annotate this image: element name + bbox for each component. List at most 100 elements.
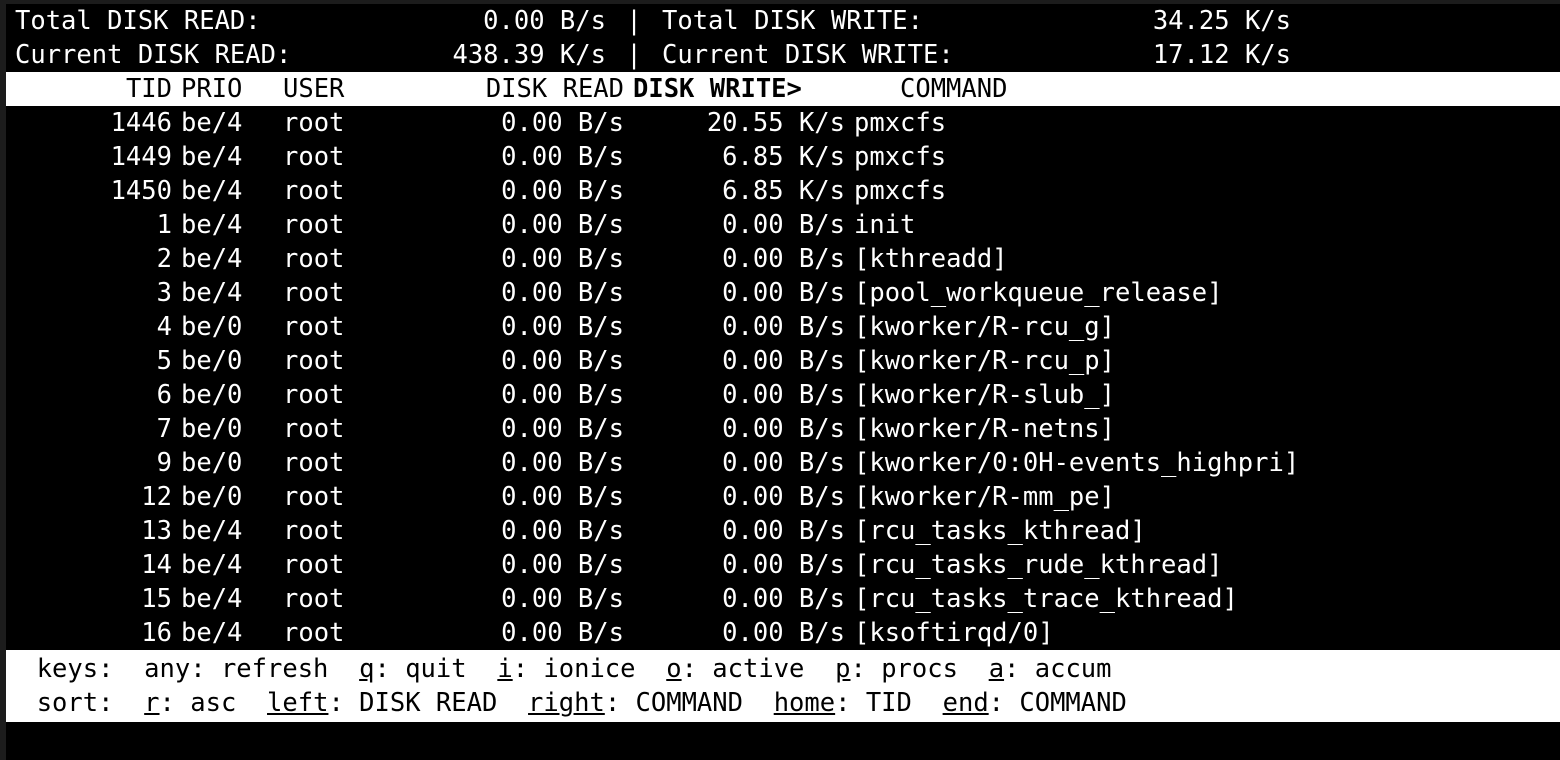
table-row[interactable]: 1450 be/4 root 0.00 B/s 6.85 K/s pmxcfs <box>6 174 1560 208</box>
current-disk-write-value: 17.12 K/s <box>1152 40 1291 70</box>
cell-command: [kworker/R-mm_pe] <box>854 482 1115 512</box>
cell-prio: be/0 <box>181 346 243 376</box>
io-summary-header: Total DISK READ: 0.00 B/s | Total DISK W… <box>6 4 1560 72</box>
help-sort-binding-home: home <box>773 688 836 718</box>
cell-disk-write: 0.00 B/s <box>722 618 845 648</box>
help-key-procs[interactable]: p: procs <box>835 654 958 684</box>
cell-tid: 4 <box>156 312 172 342</box>
help-sort-right[interactable]: right: COMMAND <box>528 688 743 718</box>
help-keys-label: keys: <box>6 654 145 684</box>
table-row[interactable]: 16 be/4 root 0.00 B/s 0.00 B/s [ksoftirqd/0] <box>6 616 1560 650</box>
help-sort-label: sort: <box>6 688 145 718</box>
help-sort-value-home: : TID <box>835 688 912 718</box>
total-disk-write-value: 34.25 K/s <box>1152 6 1291 36</box>
table-row[interactable]: 13 be/4 root 0.00 B/s 0.00 B/s [rcu_tasks_kth… <box>6 514 1560 548</box>
process-list[interactable]: 1446 be/4 root 0.00 B/s 20.55 K/s pmxcfs 1449 b… <box>6 106 1560 650</box>
kernel-warning-message: CONFIG_TASK_DELAY_ACCT and kernel.task_d… <box>6 722 1560 758</box>
cell-disk-read: 0.00 B/s <box>501 448 624 478</box>
cell-command: [rcu_tasks_rude_kthread] <box>854 550 1223 580</box>
summary-separator: | <box>626 6 642 36</box>
cell-user: root <box>283 210 345 240</box>
column-header-prio[interactable]: PRIO <box>181 74 243 104</box>
table-row[interactable]: 1449 be/4 root 0.00 B/s 6.85 K/s pmxcfs <box>6 140 1560 174</box>
cell-command: [ksoftirqd/0] <box>854 618 1054 648</box>
total-disk-write-label: Total DISK WRITE: <box>662 6 923 36</box>
cell-disk-read: 0.00 B/s <box>501 618 624 648</box>
cell-disk-read: 0.00 B/s <box>501 346 624 376</box>
cell-disk-read: 0.00 B/s <box>501 482 624 512</box>
help-key-action-ionice: : ionice <box>512 654 636 684</box>
column-header-disk-read[interactable]: DISK READ <box>485 74 624 104</box>
cell-command: init <box>854 210 916 240</box>
table-row[interactable]: 5 be/0 root 0.00 B/s 0.00 B/s [kworker/R-rcu_… <box>6 344 1560 378</box>
cell-user: root <box>283 584 345 614</box>
cell-tid: 15 <box>141 584 172 614</box>
help-key-gap <box>804 654 835 684</box>
help-sort-r[interactable]: r: asc <box>144 688 236 718</box>
cell-disk-write: 0.00 B/s <box>722 550 845 580</box>
help-key-accum[interactable]: a: accum <box>989 654 1112 684</box>
summary-row-current: Current DISK READ: 438.39 K/s | Current … <box>6 38 1560 72</box>
cell-disk-read: 0.00 B/s <box>501 550 624 580</box>
cell-disk-read: 0.00 B/s <box>501 142 624 172</box>
table-row[interactable]: 15 be/4 root 0.00 B/s 0.00 B/s [rcu_tasks_tra… <box>6 582 1560 616</box>
help-key-active[interactable]: o: active <box>666 654 804 684</box>
table-row[interactable]: 2 be/4 root 0.00 B/s 0.00 B/s [kthreadd] <box>6 242 1560 276</box>
cell-user: root <box>283 448 345 478</box>
table-row[interactable]: 1 be/4 root 0.00 B/s 0.00 B/s init <box>6 208 1560 242</box>
cell-command: [kworker/0:0H-events_highpri] <box>854 448 1300 478</box>
cell-tid: 5 <box>156 346 172 376</box>
cell-prio: be/4 <box>181 278 243 308</box>
table-row[interactable]: 7 be/0 root 0.00 B/s 0.00 B/s [kworker/R-netn… <box>6 412 1560 446</box>
cell-disk-write: 0.00 B/s <box>722 482 845 512</box>
cell-disk-read: 0.00 B/s <box>501 244 624 274</box>
table-row[interactable]: 4 be/0 root 0.00 B/s 0.00 B/s [kworker/R-rcu_… <box>6 310 1560 344</box>
cell-user: root <box>283 244 345 274</box>
cell-tid: 7 <box>156 414 172 444</box>
terminal-screen[interactable]: Total DISK READ: 0.00 B/s | Total DISK W… <box>6 4 1560 760</box>
help-sort-gap <box>497 688 528 718</box>
cell-command: [kworker/R-netns] <box>854 414 1115 444</box>
table-row[interactable]: 6 be/0 root 0.00 B/s 0.00 B/s [kworker/R-slub… <box>6 378 1560 412</box>
help-sort-end[interactable]: end: COMMAND <box>943 688 1127 718</box>
cell-disk-read: 0.00 B/s <box>501 108 624 138</box>
help-footer: keys: any: refresh q: quit i: ionice o: … <box>6 650 1560 722</box>
cell-prio: be/4 <box>181 176 243 206</box>
help-sort-value-r: : asc <box>159 688 237 718</box>
help-key-quit[interactable]: q: quit <box>359 654 466 684</box>
column-header-tid[interactable]: TID <box>125 74 172 104</box>
cell-disk-read: 0.00 B/s <box>501 176 624 206</box>
cell-tid: 16 <box>141 618 172 648</box>
table-row[interactable]: 1446 be/4 root 0.00 B/s 20.55 K/s pmxcfs <box>6 106 1560 140</box>
help-key-binding-refresh: any <box>144 654 191 684</box>
table-row[interactable]: 14 be/4 root 0.00 B/s 0.00 B/s [rcu_tasks_rud… <box>6 548 1560 582</box>
column-header-user[interactable]: USER <box>283 74 345 104</box>
column-header-command[interactable]: COMMAND <box>900 74 1008 104</box>
help-key-refresh[interactable]: any: refresh <box>144 654 328 684</box>
help-sort-home[interactable]: home: TID <box>774 688 912 718</box>
help-sort-left[interactable]: left: DISK READ <box>267 688 497 718</box>
cell-tid: 6 <box>156 380 172 410</box>
cell-disk-write: 0.00 B/s <box>722 210 845 240</box>
cell-command: [kthreadd] <box>854 244 1008 274</box>
help-sort-line: sort: r: asc left: DISK READ right: COMM… <box>6 686 1560 720</box>
table-row[interactable]: 9 be/0 root 0.00 B/s 0.00 B/s [kworker/0:0H-e… <box>6 446 1560 480</box>
help-sort-gap <box>236 688 267 718</box>
cell-user: root <box>283 516 345 546</box>
cell-command: [kworker/R-rcu_p] <box>854 346 1115 376</box>
cell-tid: 12 <box>141 482 172 512</box>
cell-disk-write: 0.00 B/s <box>722 346 845 376</box>
table-row[interactable]: 3 be/4 root 0.00 B/s 0.00 B/s [pool_workqueue… <box>6 276 1560 310</box>
cell-user: root <box>283 380 345 410</box>
cell-user: root <box>283 312 345 342</box>
cell-user: root <box>283 108 345 138</box>
help-key-action-quit: : quit <box>374 654 467 684</box>
column-header-disk-write[interactable]: DISK WRITE> <box>633 74 802 104</box>
cell-disk-read: 0.00 B/s <box>501 516 624 546</box>
cell-disk-read: 0.00 B/s <box>501 312 624 342</box>
cell-tid: 13 <box>141 516 172 546</box>
help-key-ionice[interactable]: i: ionice <box>497 654 635 684</box>
cell-prio: be/0 <box>181 312 243 342</box>
table-row[interactable]: 12 be/0 root 0.00 B/s 0.00 B/s [kworker/R-mm_… <box>6 480 1560 514</box>
